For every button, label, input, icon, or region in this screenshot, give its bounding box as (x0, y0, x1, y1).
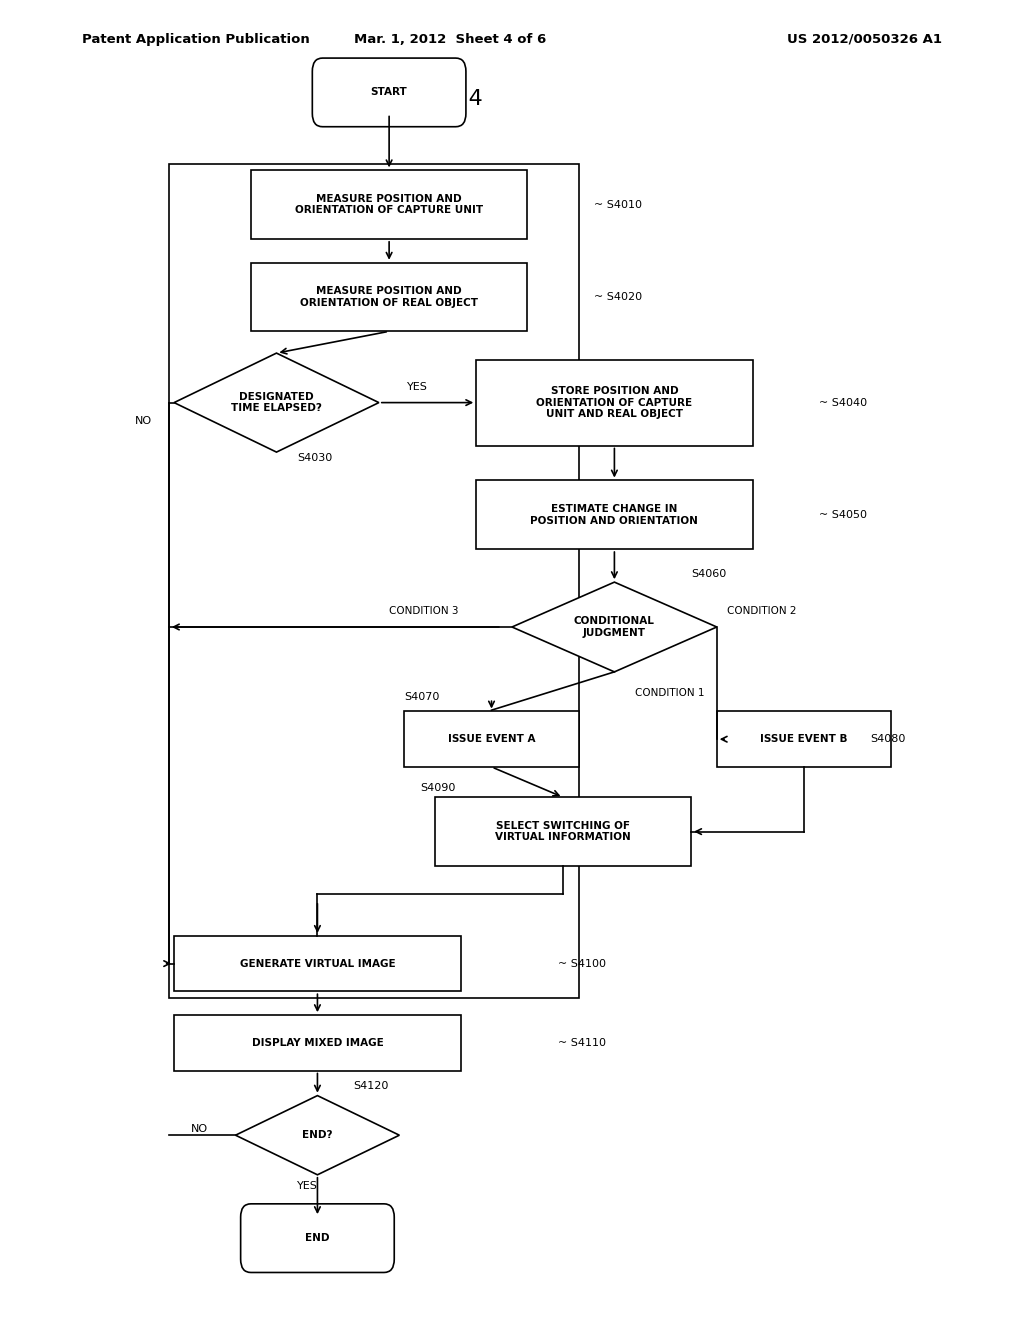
Text: DESIGNATED
TIME ELAPSED?: DESIGNATED TIME ELAPSED? (231, 392, 322, 413)
Text: ISSUE EVENT A: ISSUE EVENT A (447, 734, 536, 744)
Text: YES: YES (407, 381, 428, 392)
FancyBboxPatch shape (476, 359, 753, 446)
Text: US 2012/0050326 A1: US 2012/0050326 A1 (787, 33, 942, 46)
Text: FIG. 4: FIG. 4 (418, 88, 483, 110)
Polygon shape (236, 1096, 399, 1175)
Text: S4070: S4070 (404, 692, 440, 702)
Text: ~ S4040: ~ S4040 (819, 397, 867, 408)
Text: S4120: S4120 (353, 1081, 389, 1092)
FancyBboxPatch shape (476, 480, 753, 549)
FancyBboxPatch shape (251, 263, 527, 331)
Text: END: END (305, 1233, 330, 1243)
Text: NO: NO (191, 1123, 208, 1134)
Text: MEASURE POSITION AND
ORIENTATION OF REAL OBJECT: MEASURE POSITION AND ORIENTATION OF REAL… (300, 286, 478, 308)
Text: S4090: S4090 (420, 783, 456, 793)
FancyBboxPatch shape (174, 1015, 461, 1071)
Text: CONDITION 3: CONDITION 3 (389, 606, 459, 616)
FancyBboxPatch shape (435, 797, 691, 866)
Text: GENERATE VIRTUAL IMAGE: GENERATE VIRTUAL IMAGE (240, 958, 395, 969)
FancyBboxPatch shape (251, 170, 527, 239)
Text: DISPLAY MIXED IMAGE: DISPLAY MIXED IMAGE (252, 1038, 383, 1048)
Text: MEASURE POSITION AND
ORIENTATION OF CAPTURE UNIT: MEASURE POSITION AND ORIENTATION OF CAPT… (295, 194, 483, 215)
FancyBboxPatch shape (717, 711, 891, 767)
Text: S4060: S4060 (691, 569, 726, 579)
Text: YES: YES (297, 1181, 317, 1192)
FancyBboxPatch shape (312, 58, 466, 127)
Text: S4030: S4030 (297, 453, 332, 463)
Text: ISSUE EVENT B: ISSUE EVENT B (760, 734, 848, 744)
Text: NO: NO (135, 416, 152, 426)
Text: STORE POSITION AND
ORIENTATION OF CAPTURE
UNIT AND REAL OBJECT: STORE POSITION AND ORIENTATION OF CAPTUR… (537, 385, 692, 420)
Polygon shape (512, 582, 717, 672)
Text: ~ S4110: ~ S4110 (558, 1038, 606, 1048)
Text: S4080: S4080 (870, 734, 906, 744)
Text: ~ S4050: ~ S4050 (819, 510, 867, 520)
Text: SELECT SWITCHING OF
VIRTUAL INFORMATION: SELECT SWITCHING OF VIRTUAL INFORMATION (496, 821, 631, 842)
Text: ~ S4020: ~ S4020 (594, 292, 642, 302)
Text: CONDITIONAL
JUDGMENT: CONDITIONAL JUDGMENT (574, 616, 654, 638)
Text: START: START (371, 87, 408, 98)
FancyBboxPatch shape (241, 1204, 394, 1272)
Text: Patent Application Publication: Patent Application Publication (82, 33, 309, 46)
Text: ESTIMATE CHANGE IN
POSITION AND ORIENTATION: ESTIMATE CHANGE IN POSITION AND ORIENTAT… (530, 504, 698, 525)
Text: ~ S4100: ~ S4100 (558, 958, 606, 969)
Text: ~ S4010: ~ S4010 (594, 199, 642, 210)
Text: CONDITION 2: CONDITION 2 (727, 606, 797, 616)
Text: CONDITION 1: CONDITION 1 (635, 688, 705, 698)
Text: Mar. 1, 2012  Sheet 4 of 6: Mar. 1, 2012 Sheet 4 of 6 (354, 33, 547, 46)
Polygon shape (174, 354, 379, 451)
FancyBboxPatch shape (404, 711, 579, 767)
FancyBboxPatch shape (174, 936, 461, 991)
Text: END?: END? (302, 1130, 333, 1140)
